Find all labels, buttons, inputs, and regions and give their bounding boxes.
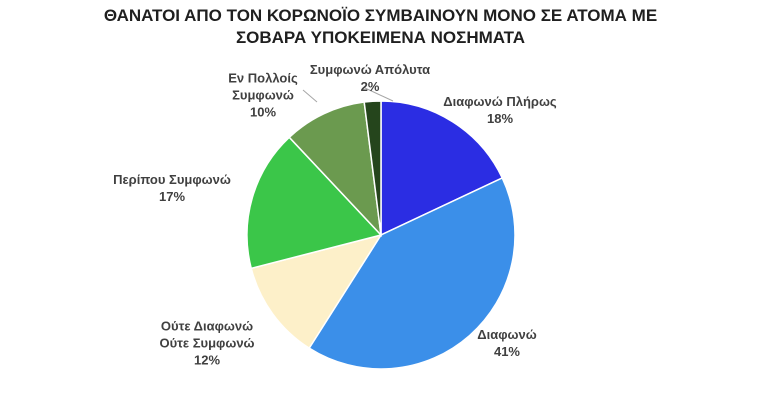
pie-slice [250,233,383,350]
leader-line [364,87,394,102]
data-label: Διαφωνώ 41% [477,326,536,360]
category-label: Συμφωνώ Απόλυτα [309,62,431,77]
data-label: Ούτε Διαφωνώ Ούτε Συμφωνώ 12% [145,318,270,369]
category-label: Περίπου Συμφωνώ [113,172,231,187]
value-label: 17% [158,189,186,204]
category-label: Εν Πολλοίς Συμφωνώ [228,70,298,103]
data-label: Συμφωνώ Απόλυτα 2% [310,61,430,95]
category-label: Ούτε Διαφωνώ Ούτε Συμφωνώ [159,318,255,351]
category-label: Διαφωνώ [477,327,537,342]
pie-slice [246,136,383,270]
chart-title: ΣΟΒΑΡΑ ΥΠΟΚΕΙΜΕΝΑ ΝΟΣΗΜΑΤΑ [235,28,526,47]
leader-line [302,89,318,103]
data-label: Εν Πολλοίς Συμφωνώ 10% [216,70,311,121]
pie-slice [308,176,516,370]
value-label: 10% [249,104,277,120]
data-label: Διαφωνώ Πλήρως 18% [443,93,556,127]
pie-slice [288,101,383,238]
category-label: Διαφωνώ Πλήρως [443,94,557,109]
pie-slice [363,100,382,236]
data-label: Περίπου Συμφωνώ 17% [113,171,231,205]
value-label: 2% [360,79,380,94]
pie-slice [380,100,504,237]
value-label: 41% [493,344,521,359]
value-label: 18% [486,111,514,126]
chart-title: ΘΑΝΑΤΟΙ ΑΠΟ ΤΟΝ ΚΟΡΩΝΟΪΟ ΣΥΜΒΑΙΝΟΥΝ ΜΟΝΟ… [103,6,658,25]
value-label: 12% [193,352,221,368]
